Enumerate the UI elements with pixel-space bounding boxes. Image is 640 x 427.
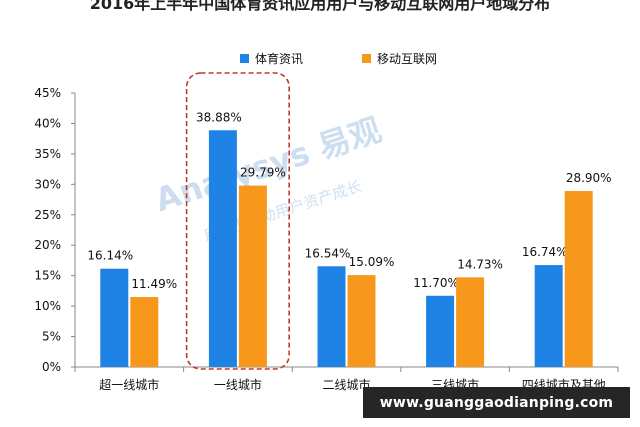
data-label: 16.14% [87, 249, 133, 263]
y-tick-label: 20% [34, 238, 61, 252]
bar-sports-news [426, 295, 455, 367]
chart-title: 2016年上半年中国体育资讯应用用户与移动互联网用户地域分布 [89, 0, 551, 13]
y-tick-label: 5% [42, 330, 61, 344]
bar-sports-news [317, 266, 346, 367]
y-tick-label: 0% [42, 360, 61, 374]
bar-mobile-internet [347, 275, 376, 367]
y-tick-label: 10% [34, 299, 61, 313]
bar-sports-news [208, 130, 237, 367]
data-label: 16.74% [522, 245, 568, 259]
data-label: 29.79% [240, 166, 286, 180]
bar-mobile-internet [130, 297, 159, 367]
legend-item-sports-news: 体育资讯 [240, 50, 303, 67]
legend-item-mobile-internet: 移动互联网 [362, 50, 437, 67]
y-tick-label: 45% [34, 86, 61, 100]
bar-sports-news [534, 265, 563, 367]
y-tick-label: 40% [34, 116, 61, 130]
y-tick-label: 35% [34, 147, 61, 161]
y-tick-label: 25% [34, 208, 61, 222]
legend-swatch-blue [240, 54, 249, 63]
data-label: 16.54% [305, 246, 351, 260]
legend-label: 体育资讯 [255, 52, 304, 66]
data-label: 11.49% [131, 277, 177, 291]
category-label: 二线城市 [322, 377, 370, 392]
data-label: 11.70% [413, 276, 459, 290]
bar-sports-news [100, 268, 129, 367]
data-label: 14.73% [457, 257, 503, 271]
bar-mobile-internet [238, 185, 267, 367]
bar-mobile-internet [564, 191, 593, 367]
highlight-box [185, 72, 291, 370]
legend-swatch-orange [362, 54, 371, 63]
category-label: 超一线城市 [99, 377, 159, 392]
data-label: 28.90% [566, 171, 612, 185]
legend-label: 移动互联网 [377, 52, 438, 66]
data-label: 15.09% [349, 255, 395, 269]
category-label: 一线城市 [214, 377, 262, 392]
y-tick-label: 15% [34, 269, 61, 283]
site-watermark-bar: www.guanggaodianping.com [363, 387, 630, 418]
bar-mobile-internet [456, 277, 485, 367]
y-tick-label: 30% [34, 177, 61, 191]
data-label: 38.88% [196, 110, 242, 124]
